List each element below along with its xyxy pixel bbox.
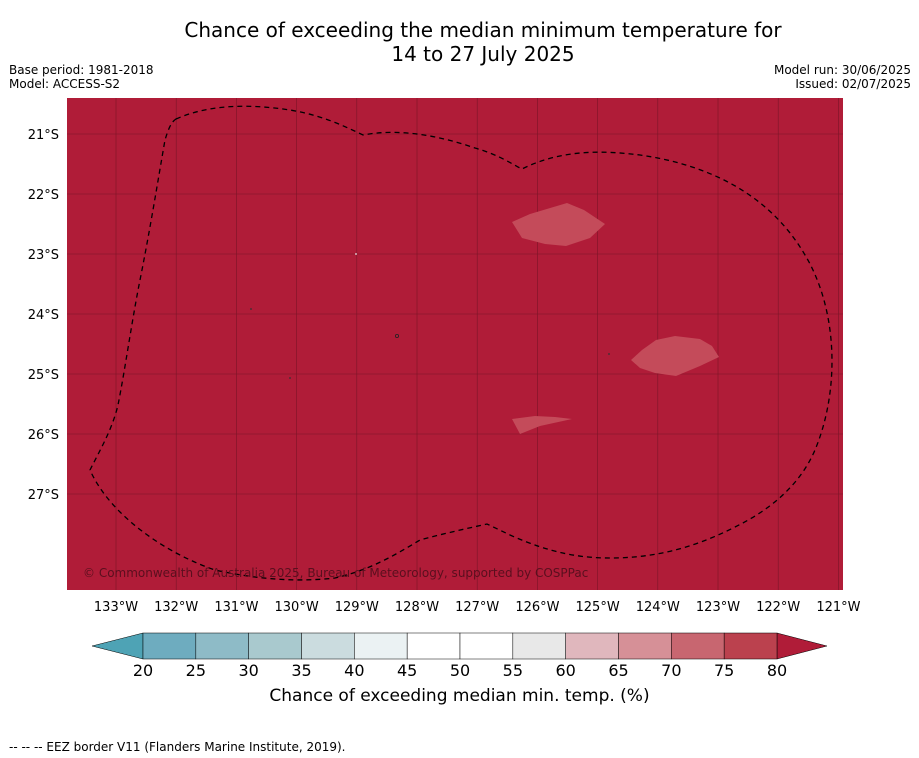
latitude-labels: 21°S 22°S 23°S 24°S 25°S 26°S 27°S: [28, 128, 59, 503]
colorbar-segment: [618, 632, 672, 660]
map-background: [67, 98, 843, 590]
issued-date: Issued: 02/07/2025: [795, 77, 911, 91]
island-marker: [289, 377, 291, 379]
lat-tick-label: 25°S: [28, 368, 59, 383]
colorbar-segment: [406, 632, 461, 660]
lon-tick-label: 122°W: [756, 600, 800, 615]
island-marker: [355, 253, 357, 255]
island-marker: [250, 308, 252, 310]
island-marker: [394, 333, 399, 338]
colorbar-tick-label: 55: [503, 661, 523, 680]
lon-tick-label: 131°W: [214, 600, 258, 615]
colorbar: 20 25 30 35 40 45 50 55 60 65 70 75 80: [91, 632, 828, 680]
lon-tick-label: 130°W: [275, 600, 319, 615]
colorbar-tick-label: 50: [450, 661, 470, 680]
colorbar-segment: [301, 632, 355, 660]
title-line-1: Chance of exceeding the median minimum t…: [184, 18, 782, 42]
anomaly-patch-1: [512, 203, 605, 246]
colorbar-tick-label: 25: [186, 661, 206, 680]
lat-tick-label: 23°S: [28, 248, 59, 263]
lon-tick-label: 127°W: [455, 600, 499, 615]
lat-tick-label: 22°S: [28, 188, 59, 203]
colorbar-segment: [248, 632, 302, 660]
lat-tick-label: 21°S: [28, 128, 59, 143]
lon-tick-label: 129°W: [335, 600, 379, 615]
colorbar-segment: [142, 632, 197, 660]
colorbar-tick-label: 60: [555, 661, 575, 680]
colorbar-tick-label: 75: [714, 661, 734, 680]
colorbar-tick-label: 40: [344, 661, 364, 680]
copyright-notice: © Commonwealth of Australia 2025, Bureau…: [83, 566, 588, 580]
colorbar-tick-label: 20: [133, 661, 153, 680]
colorbar-low-extend: [91, 632, 144, 660]
model-run: Model run: 30/06/2025: [773, 63, 911, 77]
lon-tick-label: 123°W: [696, 600, 740, 615]
base-period: Base period: 1981-2018: [9, 63, 154, 77]
colorbar-tick-label: 65: [608, 661, 628, 680]
anomaly-patch-3: [512, 416, 572, 434]
island-marker: [608, 353, 610, 355]
meta-left: Base period: 1981-2018 Model: ACCESS-S2: [9, 63, 154, 91]
colorbar-segment: [671, 632, 725, 660]
anomaly-patch-2: [631, 336, 719, 376]
colorbar-tick-label: 45: [397, 661, 417, 680]
lat-tick-label: 24°S: [28, 308, 59, 323]
colorbar-segment: [459, 632, 514, 660]
lon-tick-label: 126°W: [515, 600, 559, 615]
colorbar-segment: [723, 632, 778, 660]
map-gridlines: [67, 98, 843, 590]
colorbar-title: Chance of exceeding median min. temp. (%…: [269, 686, 650, 706]
lon-tick-label: 125°W: [576, 600, 620, 615]
lon-tick-label: 121°W: [816, 600, 860, 615]
colorbar-tick-label: 70: [661, 661, 681, 680]
title-line-2: 14 to 27 July 2025: [391, 42, 575, 66]
eez-border: [89, 105, 833, 581]
colorbar-high-extend: [776, 632, 828, 660]
lon-tick-label: 132°W: [154, 600, 198, 615]
colorbar-tick-label: 35: [291, 661, 311, 680]
lat-tick-label: 26°S: [28, 428, 59, 443]
forecast-map: © Commonwealth of Australia 2025, Bureau…: [28, 98, 861, 680]
colorbar-segment: [195, 632, 249, 660]
meta-right: Model run: 30/06/2025 Issued: 02/07/2025: [774, 63, 911, 91]
colorbar-tick-label: 80: [767, 661, 787, 680]
chart-title: Chance of exceeding the median minimum t…: [0, 18, 919, 66]
colorbar-segment: [512, 632, 566, 660]
longitude-labels: 133°W 132°W 131°W 130°W 129°W 128°W 127°W 126°W…: [94, 600, 861, 615]
lat-tick-label: 27°S: [28, 488, 59, 503]
lon-tick-label: 124°W: [636, 600, 680, 615]
colorbar-tick-label: 30: [238, 661, 258, 680]
colorbar-segment: [354, 632, 408, 660]
colorbar-segment: [565, 632, 619, 660]
lon-tick-label: 128°W: [395, 600, 439, 615]
lon-tick-label: 133°W: [94, 600, 138, 615]
eez-footnote: -- -- -- EEZ border V11 (Flanders Marine…: [9, 740, 346, 754]
model-name: Model: ACCESS-S2: [9, 77, 121, 91]
